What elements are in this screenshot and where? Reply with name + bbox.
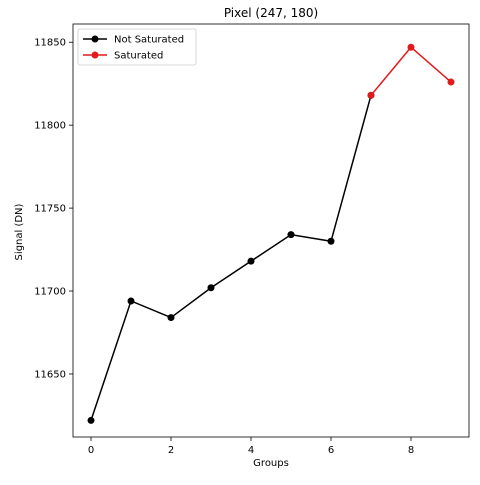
legend-entry-label: Not Saturated bbox=[114, 35, 184, 46]
y-tick-label: 11700 bbox=[34, 287, 66, 298]
y-tick-label: 11800 bbox=[34, 121, 66, 132]
legend: Not Saturated Saturated bbox=[77, 28, 197, 66]
legend-entry-label: Saturated bbox=[114, 51, 163, 62]
x-tick-label: 0 bbox=[88, 445, 94, 456]
x-tick-label: 2 bbox=[168, 445, 174, 456]
y-tick-label: 11750 bbox=[34, 204, 66, 215]
data-point-not-saturated bbox=[167, 314, 175, 322]
y-tick-label: 11650 bbox=[34, 369, 66, 380]
data-point-not-saturated bbox=[207, 284, 215, 292]
x-tick-label: 4 bbox=[248, 445, 254, 456]
y-axis-label: Signal (DN) bbox=[14, 203, 25, 260]
legend-swatch-marker bbox=[91, 35, 99, 43]
x-tick-label: 6 bbox=[328, 445, 334, 456]
plot-frame bbox=[72, 23, 470, 438]
data-point-not-saturated bbox=[327, 237, 335, 245]
legend-swatch-marker bbox=[91, 51, 99, 59]
data-point-saturated bbox=[367, 91, 375, 99]
data-point-saturated bbox=[447, 78, 455, 86]
data-point-not-saturated bbox=[87, 416, 95, 424]
data-point-not-saturated bbox=[247, 257, 255, 265]
data-point-not-saturated bbox=[287, 231, 295, 239]
legend-box bbox=[77, 28, 197, 66]
series-line-not-saturated bbox=[90, 95, 372, 421]
x-axis-label: Groups bbox=[253, 458, 289, 469]
x-tick-label: 8 bbox=[408, 445, 414, 456]
data-point-saturated bbox=[407, 43, 415, 51]
y-tick-label: 11850 bbox=[34, 38, 66, 49]
chart-title: Pixel (247, 180) bbox=[224, 6, 318, 20]
data-point-not-saturated bbox=[127, 297, 135, 305]
